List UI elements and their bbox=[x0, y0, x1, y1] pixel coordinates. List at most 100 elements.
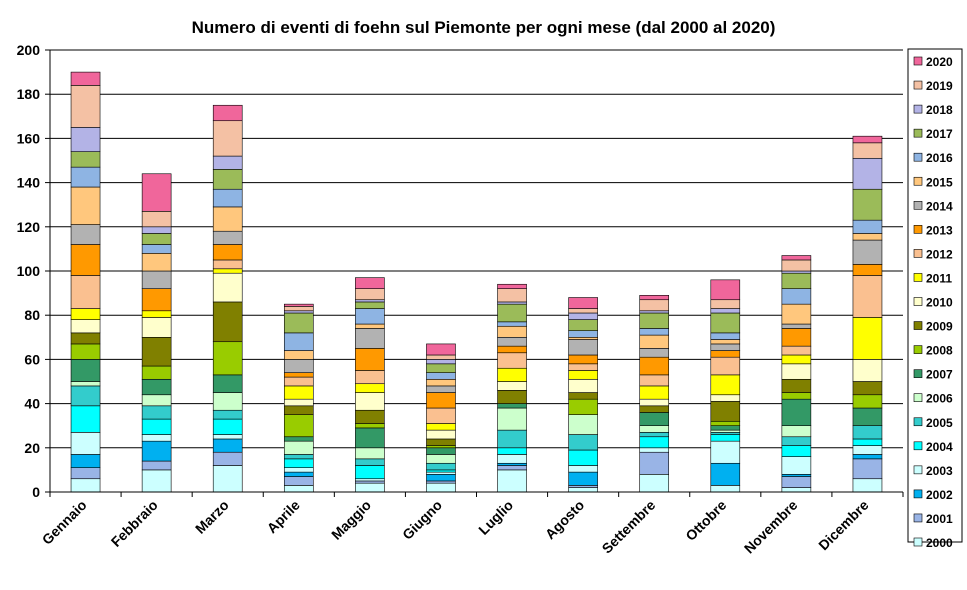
legend-label: 2003 bbox=[926, 464, 953, 478]
legend-swatch bbox=[913, 369, 923, 378]
bar-segment bbox=[568, 336, 598, 340]
bar-segment bbox=[355, 447, 385, 460]
bar-segment bbox=[355, 288, 385, 301]
y-tick-label: 20 bbox=[24, 440, 40, 456]
bar-segment bbox=[212, 465, 243, 493]
bar-segment bbox=[781, 255, 812, 261]
bar-segment bbox=[497, 352, 527, 369]
bar-segment bbox=[710, 279, 741, 301]
bar-segment bbox=[70, 319, 101, 334]
bar-segment bbox=[426, 423, 456, 431]
legend-swatch bbox=[913, 489, 923, 499]
y-tick-label: 120 bbox=[17, 219, 41, 235]
bar-segment bbox=[710, 299, 741, 309]
bar-segment bbox=[355, 370, 385, 385]
bar-segment bbox=[710, 432, 741, 435]
bar-segment bbox=[710, 339, 741, 345]
bar-segment bbox=[710, 401, 741, 422]
x-tick-label: Aprile bbox=[264, 497, 304, 537]
bar-segment bbox=[141, 365, 172, 380]
bar-segment bbox=[568, 339, 598, 356]
bar-segment bbox=[781, 445, 812, 457]
x-tick-label: Dicembre bbox=[815, 497, 872, 554]
bar-segment bbox=[639, 310, 670, 314]
bar-segment bbox=[781, 328, 812, 347]
bar-segment bbox=[639, 474, 670, 493]
bar-segment bbox=[141, 244, 172, 254]
y-tick-label: 60 bbox=[24, 351, 40, 367]
x-tick-label: Maggio bbox=[328, 497, 374, 543]
bar-segment bbox=[781, 392, 812, 400]
bar-segment bbox=[355, 423, 385, 429]
y-tick-label: 40 bbox=[24, 396, 40, 412]
bar-segment bbox=[781, 288, 812, 305]
bar-segment bbox=[781, 270, 812, 274]
bar-segment bbox=[355, 458, 385, 466]
bar-segment bbox=[212, 434, 243, 440]
bar-segment bbox=[212, 374, 243, 393]
bar-segment bbox=[70, 405, 101, 433]
bar-segment bbox=[141, 460, 172, 471]
bars bbox=[70, 71, 883, 493]
bar-segment bbox=[568, 319, 598, 331]
bar-segment bbox=[639, 405, 670, 413]
legend-swatch bbox=[913, 80, 923, 90]
bar-segment bbox=[283, 372, 314, 378]
bar-segment bbox=[70, 244, 101, 276]
bar-segment bbox=[212, 451, 243, 466]
bar-segment bbox=[568, 370, 598, 380]
bar-segment bbox=[781, 363, 812, 380]
bar-segment bbox=[710, 332, 741, 340]
legend-swatch bbox=[913, 441, 923, 451]
bar-segment bbox=[355, 308, 385, 325]
bar-segment bbox=[497, 321, 527, 327]
legend-label: 2009 bbox=[926, 320, 953, 334]
bar-segment bbox=[141, 418, 172, 435]
bar-segment bbox=[70, 275, 101, 309]
bar-segment bbox=[70, 385, 101, 407]
bar-segment bbox=[426, 363, 456, 373]
bar-segment bbox=[639, 348, 670, 358]
legend-swatch bbox=[913, 273, 923, 282]
legend-swatch bbox=[913, 297, 923, 306]
bar-segment bbox=[497, 469, 527, 493]
bar-segment bbox=[212, 438, 243, 453]
bar-segment bbox=[710, 434, 741, 442]
legend-label: 2014 bbox=[926, 199, 953, 213]
bar-segment bbox=[355, 277, 385, 289]
y-tick-label: 140 bbox=[17, 175, 41, 191]
x-tick-label: Marzo bbox=[192, 497, 232, 537]
bar-segment bbox=[852, 454, 883, 460]
bar-segment bbox=[852, 264, 883, 276]
bar-segment bbox=[497, 325, 527, 338]
bar-segment bbox=[141, 405, 172, 420]
bar-segment bbox=[568, 297, 598, 309]
bar-segment bbox=[283, 303, 314, 307]
bar-segment bbox=[70, 85, 101, 128]
x-tick-label: Agosto bbox=[542, 497, 587, 542]
x-tick-label: Gennaio bbox=[39, 497, 90, 548]
bar-segment bbox=[710, 462, 741, 486]
y-axis: 0 20 40 60 80 100 120 140 160 180 200 bbox=[17, 42, 51, 500]
bar-segment bbox=[426, 471, 456, 475]
bar-segment bbox=[426, 392, 456, 409]
legend-label: 2008 bbox=[926, 344, 953, 358]
y-tick-label: 0 bbox=[32, 484, 40, 500]
bar-segment bbox=[639, 356, 670, 376]
bar-segment bbox=[426, 480, 456, 484]
legend-swatch bbox=[913, 393, 923, 403]
bar-segment bbox=[639, 328, 670, 336]
bar-segment bbox=[497, 407, 527, 431]
bar-segment bbox=[426, 469, 456, 473]
legend-swatch bbox=[913, 249, 923, 258]
bar-segment bbox=[212, 409, 243, 420]
y-tick-label: 80 bbox=[24, 307, 40, 323]
bar-segment bbox=[212, 120, 243, 157]
bar-segment bbox=[852, 425, 883, 440]
bar-segment bbox=[639, 432, 670, 438]
legend-swatch bbox=[913, 537, 923, 547]
bar-segment bbox=[639, 334, 670, 349]
bar-segment bbox=[639, 412, 670, 427]
bar-segment bbox=[639, 374, 670, 387]
